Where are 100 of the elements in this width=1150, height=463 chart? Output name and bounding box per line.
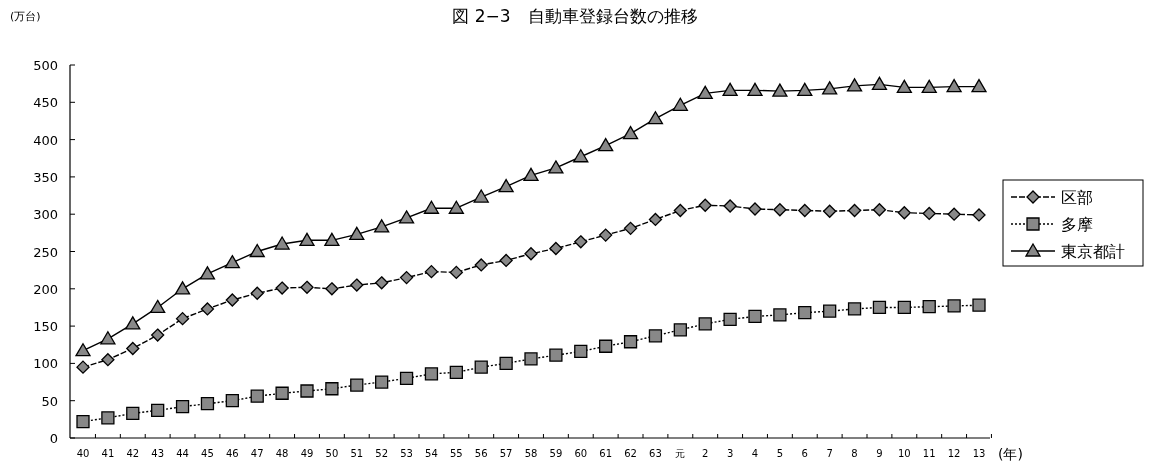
x-tick-label: 41 (101, 448, 115, 459)
point (424, 264, 439, 279)
point (473, 189, 489, 203)
point (474, 258, 488, 272)
x-tick-label: 11 (922, 448, 936, 459)
y-tick-label: 450 (33, 95, 58, 111)
point (151, 403, 165, 418)
x-tick-label: 62 (624, 448, 637, 459)
legend-label: 多摩 (1061, 215, 1093, 234)
point (797, 82, 813, 97)
point (722, 82, 738, 97)
point (673, 203, 687, 218)
point (299, 232, 315, 246)
point (125, 316, 141, 330)
y-tick-label: 50 (41, 393, 58, 409)
point (823, 204, 837, 218)
point (350, 278, 364, 292)
x-tick-label: 44 (176, 448, 189, 459)
point (823, 304, 837, 318)
x-tick-label: 47 (250, 448, 264, 459)
y-tick-label: 350 (33, 169, 58, 185)
x-tick-label: 61 (599, 448, 613, 459)
point (723, 312, 737, 327)
point (374, 219, 390, 233)
x-tick-label: 8 (851, 448, 858, 459)
x-tick-label: 55 (449, 448, 463, 459)
point (748, 309, 762, 324)
point (424, 367, 439, 381)
point (524, 352, 538, 366)
point (548, 160, 564, 174)
point (399, 270, 414, 285)
point (101, 411, 115, 425)
point (275, 281, 289, 295)
x-tick-label: 12 (947, 448, 961, 459)
point (76, 414, 90, 429)
point (199, 266, 216, 280)
point (574, 235, 588, 249)
point (524, 247, 538, 261)
x-tick-label: 13 (972, 448, 986, 459)
point (75, 343, 91, 357)
point (622, 125, 639, 140)
x-tick-label: 58 (524, 448, 538, 459)
point (946, 78, 962, 93)
point (872, 300, 887, 315)
point (398, 210, 415, 224)
x-tick-label: 48 (275, 448, 289, 459)
x-tick-label: 51 (350, 448, 364, 459)
point (623, 335, 638, 349)
point (673, 323, 687, 337)
x-tick-label: 4 (751, 448, 759, 459)
point (151, 328, 165, 342)
x-tick-label: 45 (201, 448, 214, 459)
point (773, 203, 787, 217)
point (573, 149, 589, 163)
point (300, 384, 314, 398)
point (325, 382, 339, 396)
point (599, 339, 613, 353)
point (225, 293, 239, 307)
y-tick-label: 400 (33, 132, 58, 148)
point (897, 300, 911, 315)
point (523, 167, 539, 182)
x-tick-label: 63 (649, 448, 662, 459)
point (697, 85, 713, 99)
y-tick-label: 200 (33, 281, 58, 297)
x-tick-label: 57 (499, 448, 513, 459)
x-tick-label: 50 (325, 448, 339, 459)
point (474, 360, 488, 374)
point (499, 253, 513, 268)
point (698, 198, 712, 212)
point (349, 226, 365, 240)
point (324, 232, 340, 246)
point (375, 375, 389, 389)
point (225, 394, 239, 408)
point (449, 365, 463, 379)
x-tick-label: 54 (425, 448, 438, 459)
legend-label: 区部 (1061, 188, 1093, 207)
y-tick-label: 100 (33, 356, 58, 372)
point (648, 329, 663, 343)
point (972, 298, 986, 312)
point (423, 200, 440, 214)
legend-label: 東京都計 (1061, 242, 1125, 261)
point (275, 386, 289, 400)
point (672, 97, 688, 111)
y-axis-title: (万台) (10, 10, 41, 23)
point (574, 344, 588, 359)
chart-title: 図 2−3 自動車登録台数の推移 (452, 6, 698, 26)
x-tick-label: 40 (76, 448, 90, 459)
point (698, 317, 712, 331)
point (150, 299, 166, 314)
point (599, 228, 613, 242)
point (648, 212, 663, 227)
y-tick-label: 500 (33, 58, 58, 73)
point (498, 178, 514, 193)
point (300, 280, 314, 294)
point (921, 79, 937, 94)
point (76, 360, 90, 374)
point (947, 207, 961, 221)
x-tick-label: 42 (126, 448, 140, 459)
point (798, 306, 812, 320)
point (947, 299, 961, 313)
